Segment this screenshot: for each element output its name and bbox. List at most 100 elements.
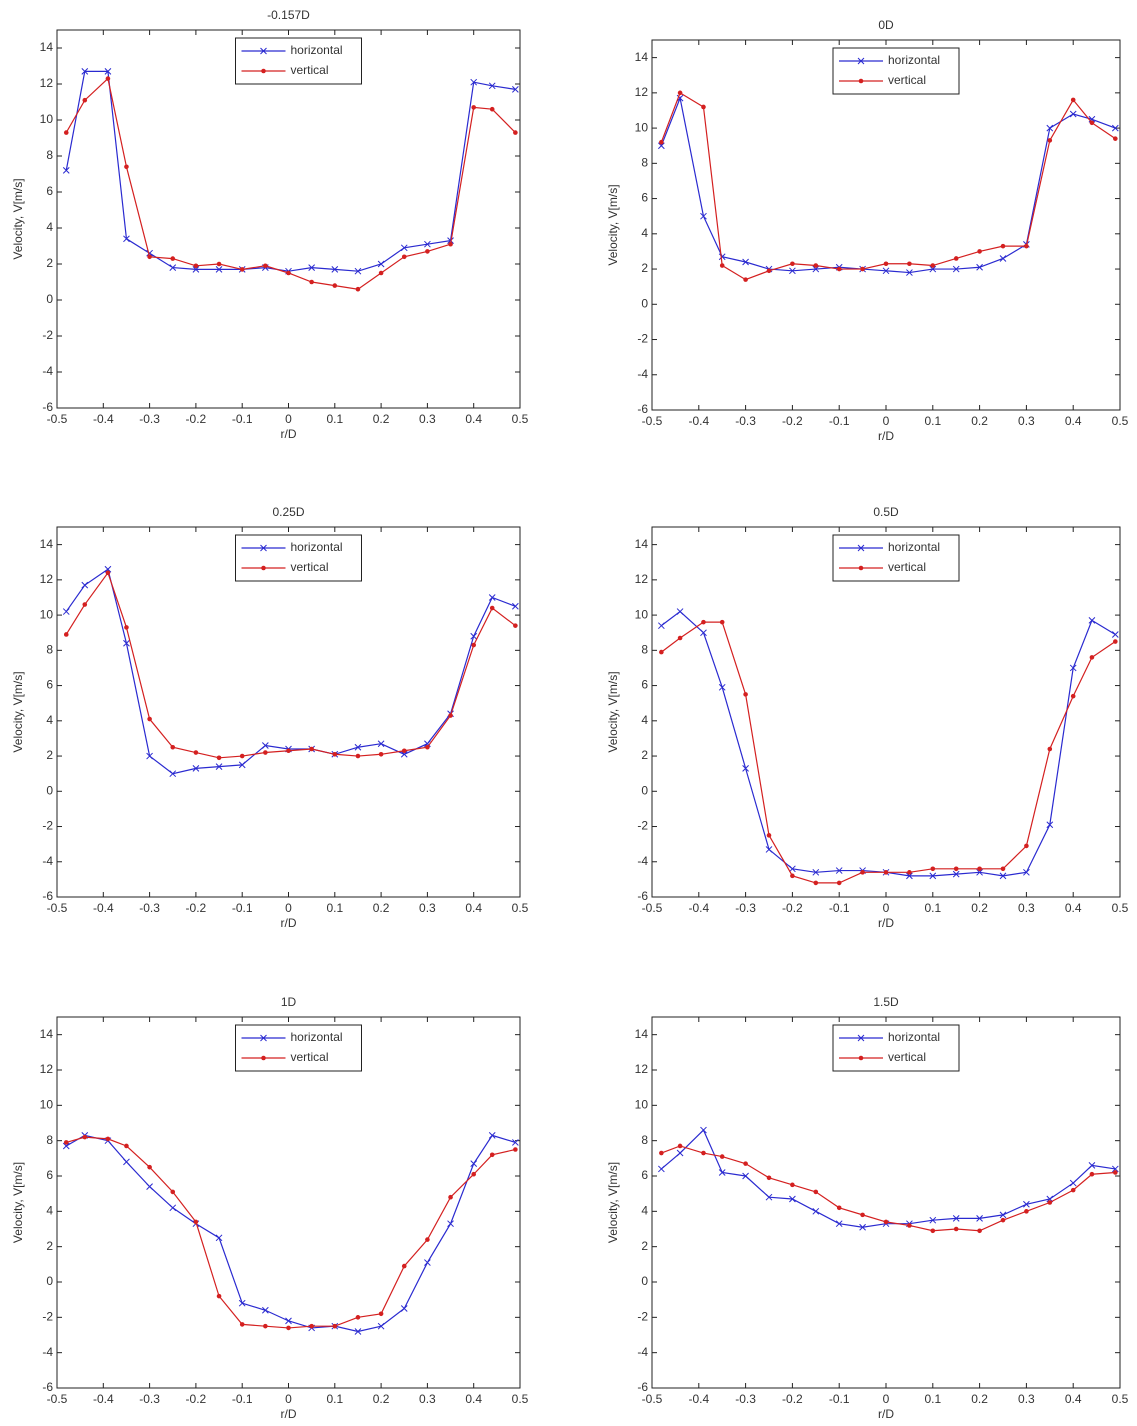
marker (240, 267, 245, 272)
figure: -6-4-202468101214-0.5-0.4-0.3-0.2-0.100.… (0, 0, 1137, 1426)
marker (379, 271, 384, 276)
legend: horizontalvertical (833, 535, 959, 581)
x-axis-label: r/D (878, 1407, 894, 1421)
marker (1024, 244, 1029, 249)
y-tick-label: 14 (635, 537, 649, 551)
marker (720, 1154, 725, 1159)
marker (767, 1175, 772, 1180)
legend-label: horizontal (291, 43, 343, 57)
marker (678, 91, 683, 96)
x-tick-label: 0.5 (1112, 414, 1129, 428)
x-tick-label: 0.3 (1018, 1392, 1035, 1406)
x-tick-label: -0.2 (186, 901, 207, 915)
marker (240, 1322, 245, 1327)
x-tick-label: -0.4 (93, 412, 114, 426)
plot-area (652, 527, 1120, 897)
marker (1113, 136, 1118, 141)
y-tick-label: 6 (641, 1168, 648, 1182)
y-tick-label: 10 (40, 607, 54, 621)
y-tick-label: 4 (46, 220, 53, 234)
x-tick-label: 0.4 (1065, 901, 1082, 915)
x-tick-label: -0.5 (47, 901, 68, 915)
marker (884, 1220, 889, 1225)
x-tick-label: -0.3 (735, 414, 756, 428)
marker (720, 620, 725, 625)
marker (194, 264, 199, 269)
marker (814, 263, 819, 268)
marker (333, 1324, 338, 1329)
marker (837, 267, 842, 272)
y-tick-label: 10 (40, 1098, 54, 1112)
marker (1071, 98, 1076, 103)
y-tick-label: 4 (46, 713, 53, 727)
marker (859, 79, 864, 84)
marker (309, 280, 314, 285)
legend-label: horizontal (888, 1030, 940, 1044)
marker (425, 745, 430, 750)
marker (837, 881, 842, 886)
legend: horizontal vertical (236, 38, 362, 84)
y-tick-label: 12 (40, 572, 54, 586)
y-tick-label: 6 (46, 184, 53, 198)
x-tick-label: -0.3 (735, 1392, 756, 1406)
marker (513, 623, 518, 628)
y-tick-label: -2 (637, 332, 648, 346)
legend-label: horizontal (291, 540, 343, 554)
marker (356, 754, 361, 759)
y-tick-label: 14 (635, 1027, 649, 1041)
marker (124, 1144, 129, 1149)
y-tick-label: 8 (641, 156, 648, 170)
marker (743, 692, 748, 697)
marker (263, 264, 268, 269)
y-tick-label: 2 (641, 261, 648, 275)
x-tick-label: 0.2 (971, 1392, 988, 1406)
x-tick-label: -0.4 (688, 1392, 709, 1406)
plot-area (57, 30, 520, 408)
marker (1071, 1188, 1076, 1193)
marker (678, 636, 683, 641)
marker (814, 881, 819, 886)
x-tick-label: 0.2 (373, 1392, 390, 1406)
x-axis-label: r/D (281, 916, 297, 930)
x-tick-label: -0.1 (232, 412, 253, 426)
marker (1090, 655, 1095, 660)
marker (471, 1172, 476, 1177)
marker (513, 1147, 518, 1152)
marker (860, 870, 865, 875)
legend-label: vertical (291, 63, 329, 77)
y-tick-label: 12 (40, 1062, 54, 1076)
marker (261, 566, 266, 571)
y-tick-label: 8 (641, 643, 648, 657)
marker (860, 1213, 865, 1218)
marker (333, 752, 338, 757)
legend: horizontalvertical (236, 1025, 362, 1071)
marker (356, 1315, 361, 1320)
marker (170, 1190, 175, 1195)
marker (701, 620, 706, 625)
marker (954, 1227, 959, 1232)
marker (124, 165, 129, 170)
x-tick-label: 0.3 (419, 901, 436, 915)
marker (790, 1183, 795, 1188)
chart-title: 0D (878, 18, 894, 32)
legend-label: vertical (888, 560, 926, 574)
x-tick-label: 0 (285, 412, 292, 426)
marker (767, 833, 772, 838)
marker (217, 1294, 222, 1299)
marker (790, 261, 795, 266)
marker (194, 750, 199, 755)
legend: horizontalvertical (236, 535, 362, 581)
marker (124, 625, 129, 630)
marker (1090, 121, 1095, 126)
y-tick-label: 4 (641, 1204, 648, 1218)
x-tick-label: 0.1 (326, 412, 343, 426)
y-tick-label: 14 (40, 40, 54, 54)
x-tick-label: 0.3 (1018, 901, 1035, 915)
y-tick-label: 2 (46, 748, 53, 762)
y-tick-label: 6 (46, 678, 53, 692)
plot-area (57, 1017, 520, 1388)
marker (261, 1056, 266, 1061)
x-tick-label: -0.3 (139, 412, 160, 426)
marker (1024, 1209, 1029, 1214)
